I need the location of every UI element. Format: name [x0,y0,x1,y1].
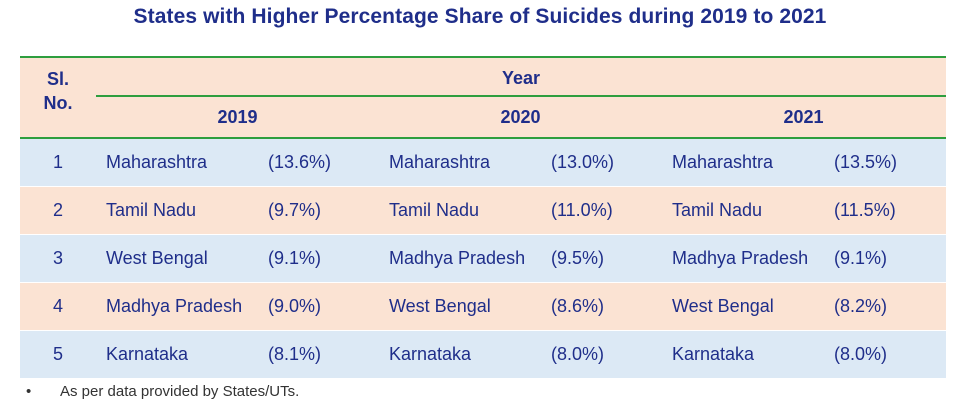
state-2021: Maharashtra [672,152,774,172]
table-header: Sl. No. Year 2019 2020 2021 [20,58,946,139]
year-divider [96,95,946,97]
footnote: • As per data provided by States/UTs. [26,382,299,402]
state-2021: Tamil Nadu [672,200,763,220]
pct-2020: (11.0%) [551,200,613,220]
row-serial: 2 [52,200,63,220]
pct-2020: (8.0%) [551,344,605,364]
state-2021: West Bengal [672,296,774,316]
table-row: 5 Karnataka (8.1%) Karnataka (8.0%) Karn… [20,331,946,379]
row-serial: 1 [52,152,63,172]
state-2019: Madhya Pradesh [106,296,243,316]
state-2019: Tamil Nadu [106,200,197,220]
row-serial: 3 [52,248,63,268]
pct-2021: (8.0%) [834,344,888,364]
pct-2019: (13.6%) [268,152,332,172]
state-2020: Tamil Nadu [389,200,480,220]
table-row: 4 Madhya Pradesh (9.0%) West Bengal (8.6… [20,283,946,331]
sl-no-header-line-2: No. [43,93,73,113]
state-2020: Madhya Pradesh [389,248,526,268]
pct-2021: (11.5%) [834,200,896,220]
page-title: States with Higher Percentage Share of S… [133,5,827,28]
pct-2020: (9.5%) [551,248,605,268]
row-serial: 5 [52,344,63,364]
table-row: 3 West Bengal (9.1%) Madhya Pradesh (9.5… [20,235,946,283]
sl-no-header: Sl. No. [20,67,96,115]
table-row: 1 Maharashtra (13.6%) Maharashtra (13.0%… [20,139,946,187]
year-2021-header: 2021 [783,107,824,127]
pct-2019: (9.0%) [268,296,322,316]
footnote-text: As per data provided by States/UTs. [60,383,300,400]
suicide-share-table: Sl. No. Year 2019 2020 2021 1 Maharashtr… [20,56,946,379]
pct-2020: (13.0%) [551,152,615,172]
pct-2021: (8.2%) [834,296,888,316]
state-2020: Maharashtra [389,152,491,172]
state-2019: West Bengal [106,248,208,268]
pct-2019: (9.1%) [268,248,322,268]
row-serial: 4 [52,296,63,316]
pct-2021: (13.5%) [834,152,898,172]
table-row: 2 Tamil Nadu (9.7%) Tamil Nadu (11.0%) T… [20,187,946,235]
pct-2020: (8.6%) [551,296,605,316]
year-2020-header: 2020 [500,107,541,127]
pct-2019: (9.7%) [268,200,322,220]
state-2020: Karnataka [389,344,472,364]
year-2019-header: 2019 [217,107,258,127]
pct-2019: (8.1%) [268,344,322,364]
year-header: Year [501,68,541,88]
state-2021: Karnataka [672,344,755,364]
state-2020: West Bengal [389,296,491,316]
bullet-icon: • [26,383,32,400]
pct-2021: (9.1%) [834,248,888,268]
state-2019: Maharashtra [106,152,208,172]
state-2021: Madhya Pradesh [672,248,809,268]
state-2019: Karnataka [106,344,189,364]
sl-no-header-line-1: Sl. [46,69,69,89]
